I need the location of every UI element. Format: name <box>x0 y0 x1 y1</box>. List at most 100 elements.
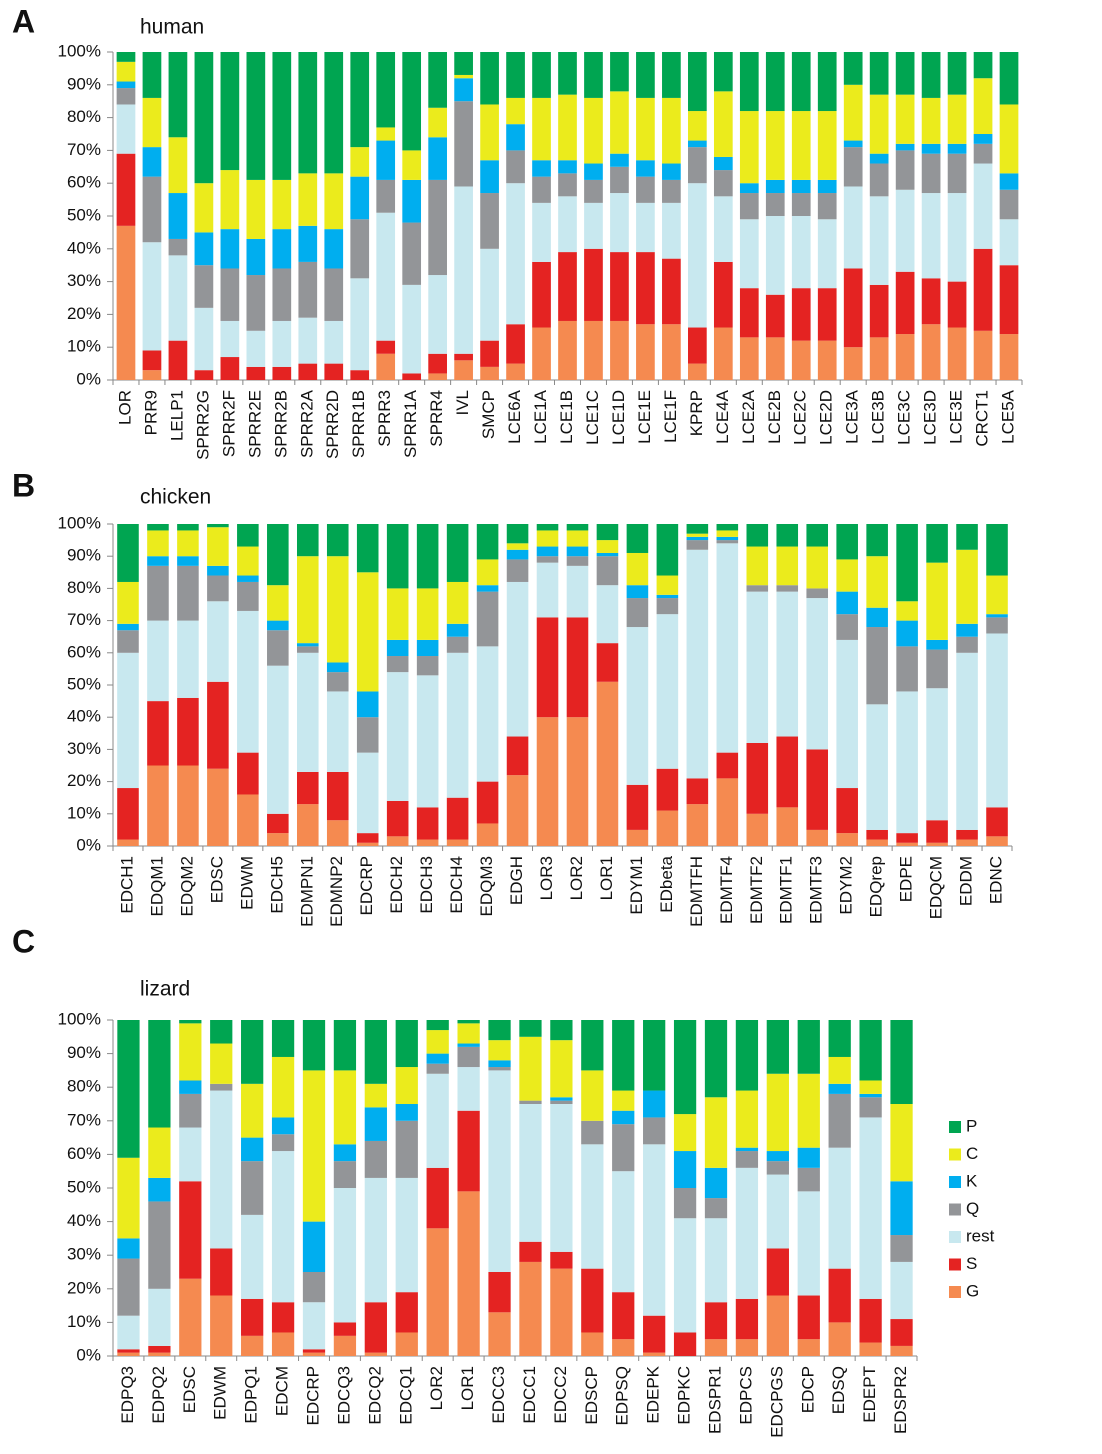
bar-segment <box>168 340 188 380</box>
bar-segment <box>739 52 759 112</box>
x-tick-label: LELP1 <box>167 390 186 441</box>
x-tick-label: EDPSQ <box>613 1366 632 1426</box>
bar-segment <box>194 232 214 266</box>
bar-segment <box>241 1161 264 1215</box>
bar-segment <box>117 1352 140 1356</box>
bar-segment <box>142 52 162 98</box>
bar-segment <box>506 52 525 98</box>
bar-segment <box>584 163 603 180</box>
bar-segment <box>716 540 739 544</box>
bar-segment <box>147 701 169 766</box>
bar-segment <box>739 219 759 289</box>
bar-segment <box>147 765 169 846</box>
bar-segment <box>643 1315 666 1353</box>
bar-segment <box>168 193 188 239</box>
bar-segment <box>476 559 499 586</box>
legend-label: P <box>966 1116 977 1135</box>
bar-segment <box>220 268 240 321</box>
y-tick-label: 30% <box>67 271 101 290</box>
bar-segment <box>716 530 739 537</box>
bar-segment <box>596 524 619 541</box>
bar-segment <box>973 248 993 331</box>
bar-segment <box>302 1352 326 1356</box>
bar-segment <box>148 1352 171 1356</box>
x-tick-label: LOR1 <box>597 856 616 900</box>
bar-segment <box>457 1110 480 1192</box>
bar-segment <box>746 546 769 586</box>
x-tick-label: EDPQ3 <box>118 1366 137 1424</box>
bar-segment <box>446 839 469 846</box>
bar-segment <box>817 52 837 112</box>
bar-segment <box>177 524 199 531</box>
legend-label: K <box>966 1171 978 1190</box>
bar-segment <box>241 1020 264 1084</box>
bar-segment <box>402 179 422 223</box>
bar-segment <box>428 107 447 138</box>
bar-segment <box>716 524 739 531</box>
bar-segment <box>271 1020 295 1057</box>
bar-segment <box>895 52 915 95</box>
bar-segment <box>147 524 169 531</box>
bar-segment <box>765 216 785 295</box>
bar-segment <box>956 549 978 624</box>
bar-segment <box>806 588 829 599</box>
bar-segment <box>333 1322 357 1336</box>
bar-segment <box>142 176 162 243</box>
bar-segment <box>581 1144 604 1269</box>
bar-segment <box>791 52 811 112</box>
bar-segment <box>519 1020 542 1037</box>
bar-segment <box>246 52 266 180</box>
bar-segment <box>364 1107 387 1141</box>
x-tick-label: EDNC <box>987 856 1006 904</box>
bar-segment <box>866 839 888 846</box>
legend-label: S <box>966 1254 977 1273</box>
bar-segment <box>956 623 978 637</box>
bar-segment <box>237 581 259 611</box>
bar-segment <box>454 186 473 354</box>
bar-segment <box>662 52 681 98</box>
y-tick-label: 40% <box>67 238 101 257</box>
panel-label: B <box>12 467 35 503</box>
bar-segment <box>843 52 863 85</box>
bar-segment <box>267 813 289 834</box>
bar-segment <box>673 1151 697 1188</box>
bar-segment <box>550 1040 573 1098</box>
bar-segment <box>869 163 889 197</box>
bar-segment <box>536 556 559 563</box>
bar-segment <box>519 1104 542 1242</box>
bar-segment <box>147 565 169 621</box>
bar-segment <box>364 1302 387 1353</box>
bar-segment <box>843 268 863 348</box>
bar-segment <box>686 778 709 805</box>
bar-segment <box>177 697 199 766</box>
bar-segment <box>662 324 681 380</box>
y-tick-label: 50% <box>67 1177 101 1196</box>
bar-segment <box>480 248 499 341</box>
bar-segment <box>148 1177 171 1202</box>
bar-segment <box>735 1151 759 1168</box>
bar-segment <box>356 752 379 834</box>
bar-segment <box>386 836 409 846</box>
bar-segment <box>688 327 707 364</box>
x-tick-label: EDCRP <box>303 1366 322 1426</box>
bar-segment <box>869 94 889 154</box>
x-tick-label: EDSCP <box>582 1366 601 1425</box>
bar-segment <box>947 94 967 144</box>
bar-segment <box>324 52 344 174</box>
bar-segment <box>550 1100 573 1104</box>
bar-segment <box>179 1080 202 1094</box>
bar-segment <box>298 225 318 262</box>
bar-segment <box>973 78 993 134</box>
bar-segment <box>746 524 769 547</box>
bar-segment <box>636 176 655 203</box>
bar-segment <box>566 565 589 618</box>
bar-segment <box>476 585 499 592</box>
bar-segment <box>271 1151 295 1303</box>
x-tick-label: SPRR1A <box>401 389 420 458</box>
bar-segment <box>271 1117 295 1135</box>
bar-segment <box>643 1117 666 1145</box>
bar-segment <box>416 839 439 846</box>
bar-segment <box>688 52 707 112</box>
bar-segment <box>536 562 559 618</box>
bar-segment <box>656 594 679 599</box>
